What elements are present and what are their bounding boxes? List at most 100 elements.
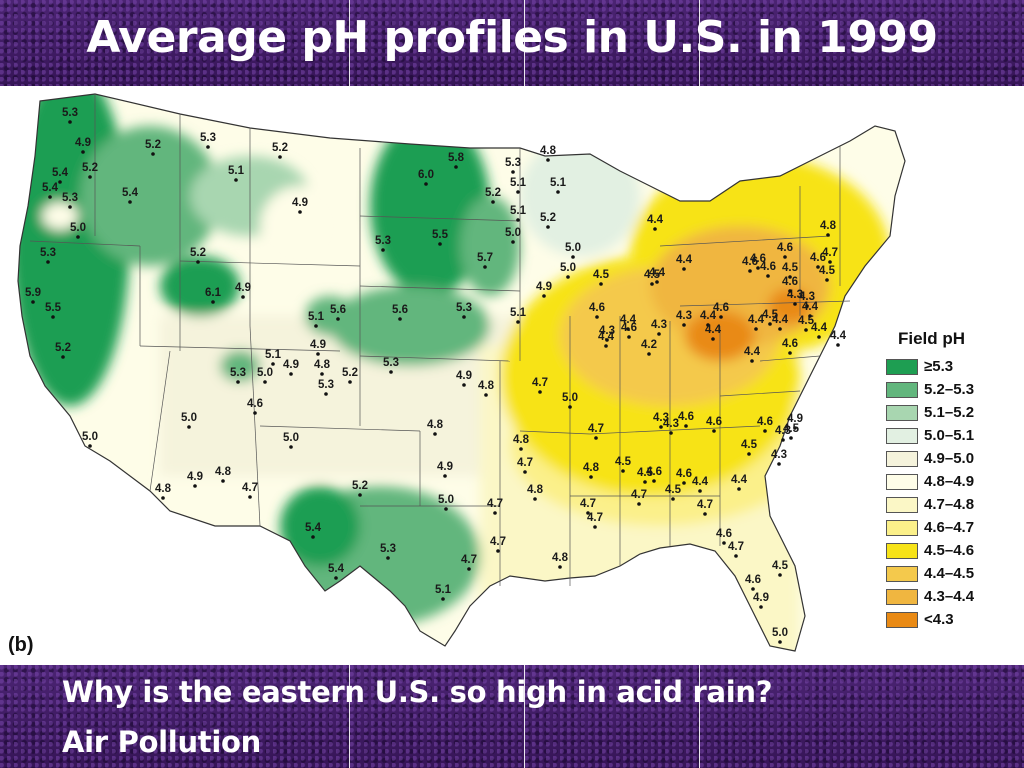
legend-item: ≥5.3 [886,355,1020,378]
station-dot [793,426,797,430]
station-dot [320,372,324,376]
station-ph-label: 4.8 [820,220,837,232]
station-dot [671,497,675,501]
station-dot [712,429,716,433]
panel-label: (b) [8,634,34,656]
station-dot [88,444,92,448]
station-dot [737,487,741,491]
station-dot [389,370,393,374]
station-dot [289,445,293,449]
station-dot [516,218,520,222]
station-ph-label: 4.6 [678,411,694,423]
station-dot [454,165,458,169]
station-ph-label: 4.4 [692,476,709,488]
station-ph-label: 5.1 [228,165,245,177]
legend-label: ≥5.3 [924,358,954,375]
station-ph-label: 5.7 [477,252,493,264]
legend-label: 4.8–4.9 [924,473,975,490]
divider-line [349,665,350,768]
station-ph-label: 4.9 [437,461,453,473]
station-dot [684,424,688,428]
station-ph-label: 5.0 [505,227,521,239]
station-ph-label: 5.4 [305,522,322,534]
station-ph-label: 4.2 [641,339,657,351]
station-dot [496,549,500,553]
station-ph-label: 5.2 [485,187,501,199]
station-dot [516,320,520,324]
station-ph-label: 4.6 [716,528,732,540]
slide-title: Average pH profiles in U.S. in 1999 [86,12,938,63]
station-dot [605,338,609,342]
legend-label: 4.4–4.5 [924,565,975,582]
legend-label: 4.3–4.4 [924,588,975,605]
station-dot [748,269,752,273]
legend-swatch [886,588,918,605]
station-ph-label: 4.7 [697,499,713,511]
station-ph-label: 5.4 [42,182,59,194]
station-ph-label: 4.8 [155,483,172,495]
station-dot [604,344,608,348]
us-border [17,93,906,652]
legend-item: 5.2–5.3 [886,378,1020,401]
station-ph-label: 4.8 [314,359,331,371]
station-dot [511,240,515,244]
station-ph-label: 4.9 [310,339,326,351]
station-dot [682,267,686,271]
station-ph-label: 4.3 [676,310,692,322]
station-ph-label: 4.7 [580,498,596,510]
station-dot [443,474,447,478]
station-ph-label: 4.3 [663,418,679,430]
station-ph-label: 4.3 [771,449,787,461]
legend-swatch [886,427,918,444]
legend-swatch [886,565,918,582]
ph-map: 5.3 4.9 5.2 5.4 5.2 5.4 5.3 5.4 5.0 5.3 5.2 5.9 5.5 5… [0,86,1024,665]
station-dot [128,200,132,204]
station-dot [88,175,92,179]
legend-swatch [886,473,918,490]
station-ph-label: 5.3 [375,235,391,247]
station-ph-label: 4.6 [247,398,263,410]
station-ph-label: 4.9 [75,137,91,149]
station-ph-label: 4.5 [762,309,779,321]
us-map-graphic: 5.34.9 5.25.4 5.25.45.3 5.45.05.3 5.25.95.55… [17,93,906,652]
station-dot [637,502,641,506]
legend-item: 4.8–4.9 [886,470,1020,493]
station-dot [314,324,318,328]
station-dot [627,335,631,339]
legend-item: 4.5–4.6 [886,539,1020,562]
station-ph-label: 4.9 [456,370,472,382]
station-dot [483,265,487,269]
station-ph-label: 5.6 [392,304,408,316]
station-ph-label: 4.3 [799,291,815,303]
station-ph-label: 5.3 [380,543,396,555]
station-ph-label: 5.6 [330,304,346,316]
station-dot [523,470,527,474]
station-dot [805,304,809,308]
station-dot [206,145,210,149]
station-ph-label: 4.4 [598,331,615,343]
legend-label: 5.1–5.2 [924,404,975,421]
station-dot [278,155,282,159]
station-ph-label: 5.0 [257,367,273,379]
station-ph-label: 4.9 [536,281,552,293]
station-ph-label: 4.9 [787,413,803,425]
station-dot [556,190,560,194]
station-dot [808,314,812,318]
station-dot [533,497,537,501]
station-ph-label: 4.9 [187,471,203,483]
legend-item: 4.7–4.8 [886,493,1020,516]
station-dot [61,355,65,359]
station-ph-label: 5.0 [70,222,86,234]
station-ph-label: 5.0 [772,627,788,639]
station-dot [783,255,787,259]
station-dot [586,511,590,515]
station-dot [161,496,165,500]
station-dot [594,436,598,440]
legend-title: Field pH [898,329,966,348]
station-dot [398,317,402,321]
station-dot [348,380,352,384]
station-ph-label: 4.3 [651,319,667,331]
station-dot [151,152,155,156]
caption-bar: Why is the eastern U.S. so high in acid … [0,665,1024,768]
station-dot [196,260,200,264]
